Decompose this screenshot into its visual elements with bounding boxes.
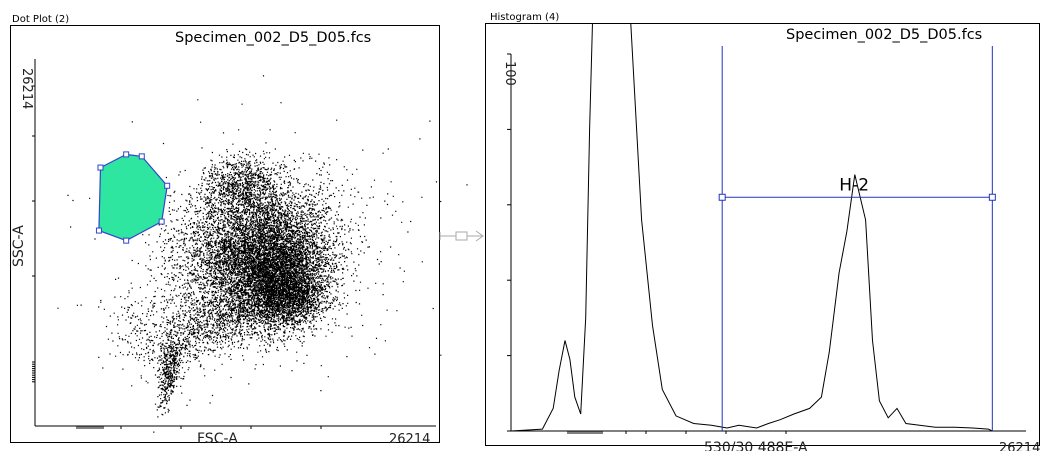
dot-plot-events xyxy=(57,75,494,433)
dot-y-max-label: 26214 xyxy=(19,68,34,109)
marker-h2[interactable] xyxy=(718,46,996,431)
dot-plot-svg: R-1 Specimen_002_D5_D05.fcs FSC-A 26214 … xyxy=(11,30,494,447)
histogram-series-line xyxy=(511,24,993,432)
hist-ticks xyxy=(507,53,787,434)
gate-handle xyxy=(123,151,130,158)
histogram-panel[interactable]: H-2 Specimen_002_D5_D05.fcs 530/30 488E-… xyxy=(485,23,1040,451)
dot-plot-panel[interactable]: R-1 Specimen_002_D5_D05.fcs FSC-A 26214 … xyxy=(10,25,494,447)
marker-h2-handle xyxy=(988,193,996,201)
gate-handle xyxy=(123,237,130,244)
gate-handle xyxy=(164,182,171,189)
dot-x-label: FSC-A xyxy=(197,431,238,447)
gate-r1-label: R-1 xyxy=(222,238,250,258)
gate-r1-polygon[interactable] xyxy=(98,153,168,242)
dot-ticks xyxy=(32,85,322,429)
hist-x-max-label: 26214 xyxy=(999,441,1040,451)
hist-filename: Specimen_002_D5_D05.fcs xyxy=(786,27,982,43)
dot-plot-title: Dot Plot (2) xyxy=(12,14,70,25)
dot-events-path xyxy=(57,75,494,433)
gate-handle xyxy=(97,164,104,171)
gate-handle xyxy=(95,227,102,234)
dot-x-max-label: 26214 xyxy=(389,432,430,447)
marker-h2-label: H-2 xyxy=(839,175,869,195)
dot-y-label: SSC-A xyxy=(11,225,27,267)
dot-filename: Specimen_002_D5_D05.fcs xyxy=(175,30,371,46)
gate-r1-handles[interactable] xyxy=(95,151,171,244)
marker-h2-handle xyxy=(718,193,726,201)
gate-handle xyxy=(158,218,165,225)
hist-x-label: 530/30 488E-A xyxy=(704,440,808,451)
gate-handle xyxy=(138,153,145,160)
histogram-title: Histogram (4) xyxy=(490,12,560,23)
hist-y-max-label: 100 xyxy=(502,61,517,86)
histogram-svg: H-2 Specimen_002_D5_D05.fcs 530/30 488E-… xyxy=(502,24,1040,451)
